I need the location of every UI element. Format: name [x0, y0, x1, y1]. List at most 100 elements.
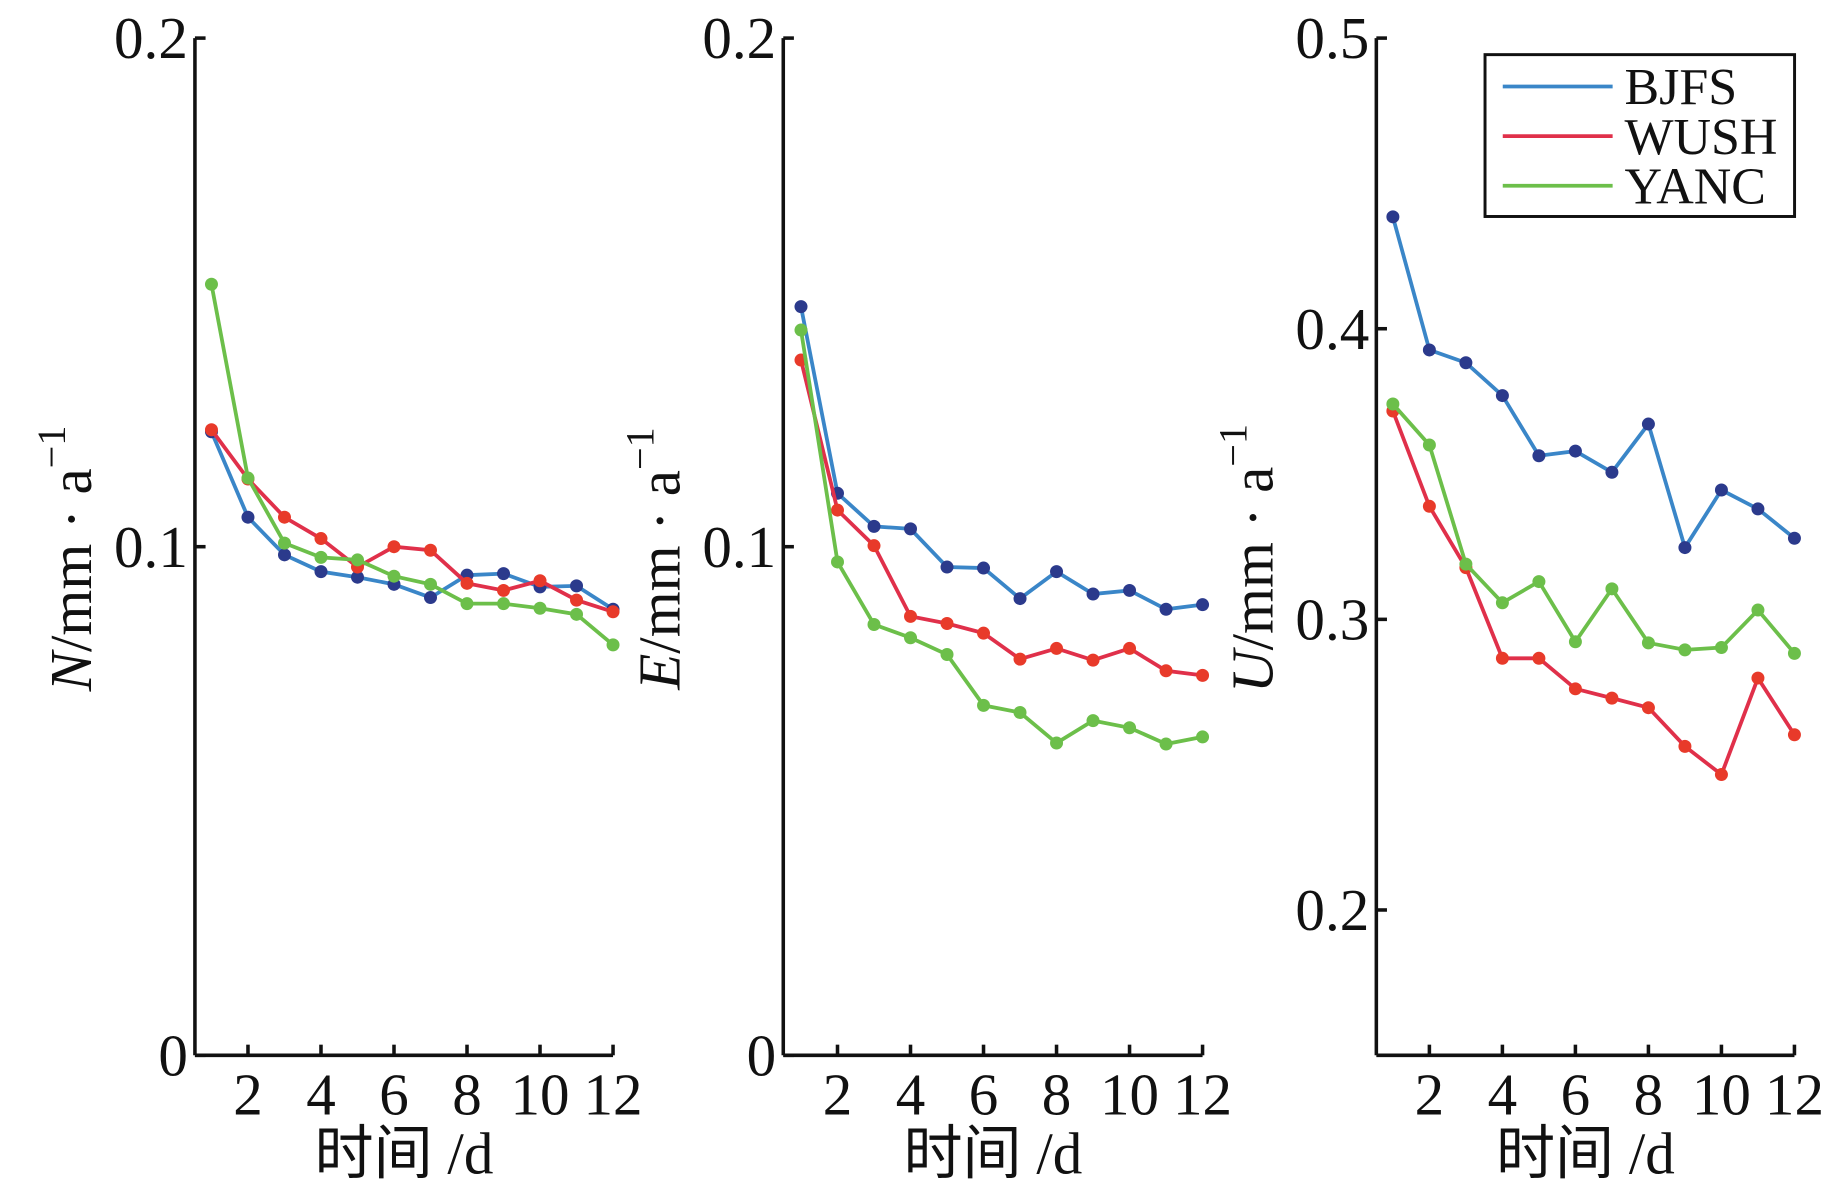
y-tick-label: 0	[158, 1022, 188, 1088]
data-point	[940, 616, 954, 630]
y-axis-label-var: N	[38, 648, 104, 692]
data-point	[241, 510, 255, 524]
data-point	[1086, 714, 1100, 728]
y-axis-label-var: E	[626, 654, 692, 691]
x-axis-label: 时间 /d	[315, 1120, 494, 1182]
data-point	[1568, 682, 1582, 696]
data-point	[1678, 643, 1692, 657]
x-tick-label: 8	[1634, 1061, 1664, 1127]
series-wush	[1386, 404, 1801, 782]
data-point	[460, 576, 474, 590]
y-axis-label: E/mm · a−1	[617, 427, 692, 691]
data-point	[1495, 596, 1509, 610]
data-point	[1422, 499, 1436, 513]
x-tick-label: 8	[452, 1061, 482, 1127]
data-point	[1159, 737, 1173, 751]
legend-label: BJFS	[1624, 59, 1737, 116]
y-axis-label: U/mm · a−1	[1210, 424, 1285, 693]
data-point	[314, 565, 328, 579]
data-point	[1196, 598, 1210, 612]
data-point	[1641, 417, 1655, 431]
x-tick-label: 6	[379, 1061, 409, 1127]
data-point	[1459, 557, 1473, 571]
data-point	[867, 539, 881, 553]
data-point	[1386, 397, 1400, 411]
data-point	[831, 555, 844, 569]
data-point	[424, 543, 438, 557]
y-tick-label: 0.1	[114, 514, 188, 580]
data-point	[1678, 541, 1692, 555]
y-axis-label-sup: −1	[617, 427, 662, 470]
data-point	[1459, 356, 1473, 370]
data-point	[387, 569, 401, 583]
data-point	[570, 593, 584, 607]
data-point	[460, 597, 474, 611]
series-yanc	[794, 323, 1210, 751]
data-point	[904, 522, 918, 536]
data-point	[1386, 210, 1400, 224]
x-axis-label: 时间 /d	[1496, 1120, 1675, 1182]
data-point	[277, 548, 291, 562]
data-point	[794, 323, 808, 337]
data-point	[1159, 602, 1173, 616]
x-tick-label: 6	[1561, 1061, 1591, 1127]
x-tick-label: 12	[584, 1061, 643, 1127]
data-point	[387, 540, 401, 554]
legend-label: YANC	[1624, 158, 1766, 215]
data-point	[1495, 389, 1509, 403]
data-point	[497, 567, 511, 581]
data-point	[204, 277, 218, 291]
x-tick-label: 10	[1100, 1061, 1159, 1127]
data-point	[241, 471, 255, 485]
data-point	[570, 579, 584, 593]
x-tick-label: 2	[1415, 1061, 1445, 1127]
data-point	[1123, 583, 1137, 597]
data-point	[1159, 664, 1173, 678]
data-point	[424, 591, 438, 605]
data-point	[1422, 343, 1436, 357]
data-point	[497, 597, 511, 611]
data-point	[1605, 465, 1619, 479]
data-point	[606, 638, 620, 652]
data-point	[1196, 668, 1210, 682]
x-axis-label: 时间 /d	[903, 1120, 1082, 1182]
data-point	[940, 560, 954, 574]
data-point	[314, 550, 328, 564]
data-point	[1123, 641, 1137, 655]
y-axis-label-unit: /mm · a	[1219, 467, 1285, 651]
x-tick-label: 6	[969, 1061, 999, 1127]
y-tick-label: 0.1	[702, 514, 776, 580]
x-tick-label: 12	[1765, 1061, 1824, 1127]
data-point	[904, 609, 918, 623]
y-axis-label-unit: /mm · a	[38, 468, 104, 652]
data-point	[277, 536, 291, 550]
series-bjfs	[204, 425, 620, 616]
data-point	[904, 631, 918, 645]
data-point	[794, 300, 808, 314]
data-point	[533, 601, 547, 615]
y-tick-label: 0.3	[1295, 586, 1369, 652]
series-line-yanc	[1391, 402, 1796, 655]
data-point	[1605, 691, 1619, 705]
data-point	[1787, 646, 1801, 660]
data-point	[1751, 671, 1765, 685]
series-wush	[794, 353, 1210, 682]
y-axis-label-sup: −1	[29, 426, 74, 469]
series-line-wush	[799, 359, 1203, 678]
data-point	[497, 583, 511, 597]
data-point	[1532, 575, 1546, 589]
data-point	[1568, 635, 1582, 649]
data-point	[1422, 438, 1436, 452]
data-point	[1641, 701, 1655, 715]
data-point	[424, 577, 438, 591]
data-point	[1050, 736, 1064, 750]
y-axis-label: N/mm · a−1	[29, 426, 104, 693]
data-point	[1086, 653, 1100, 667]
data-point	[831, 503, 844, 517]
y-tick-label: 0.4	[1295, 296, 1369, 362]
data-point	[533, 574, 547, 588]
y-tick-label: 0.5	[1295, 5, 1369, 71]
y-axis-label-var: U	[1219, 647, 1285, 693]
data-point	[940, 648, 954, 662]
data-point	[314, 532, 328, 546]
